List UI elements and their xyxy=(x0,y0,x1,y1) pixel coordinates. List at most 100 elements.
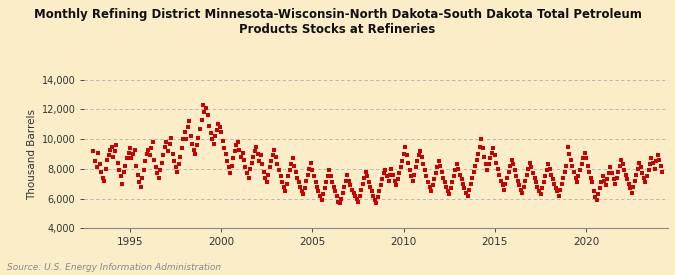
Point xyxy=(494,173,505,177)
Point xyxy=(351,196,362,201)
Point xyxy=(410,165,421,170)
Point xyxy=(625,186,636,190)
Point xyxy=(275,174,286,178)
Point xyxy=(192,143,202,147)
Point xyxy=(207,137,217,141)
Point xyxy=(338,190,348,195)
Point xyxy=(543,162,554,167)
Point xyxy=(155,168,166,172)
Point xyxy=(579,150,590,155)
Point xyxy=(261,180,272,185)
Point xyxy=(210,134,221,138)
Point xyxy=(381,174,392,178)
Point xyxy=(655,164,666,168)
Point xyxy=(213,122,223,127)
Point xyxy=(578,156,589,161)
Point xyxy=(541,168,552,172)
Point xyxy=(108,155,119,159)
Point xyxy=(289,164,300,168)
Point xyxy=(485,156,495,161)
Point xyxy=(523,167,534,171)
Point xyxy=(526,165,537,170)
Point xyxy=(243,175,254,180)
Point xyxy=(301,178,312,183)
Point xyxy=(570,175,581,180)
Point xyxy=(286,162,296,167)
Point xyxy=(208,141,219,146)
Point xyxy=(194,126,205,131)
Point xyxy=(284,168,295,172)
Point xyxy=(617,162,628,167)
Point xyxy=(516,188,526,192)
Point xyxy=(173,162,184,167)
Point xyxy=(200,106,211,110)
Point xyxy=(141,152,152,156)
Point xyxy=(99,178,109,183)
Point xyxy=(466,175,477,180)
Point xyxy=(630,178,641,183)
Point xyxy=(584,170,595,174)
Point xyxy=(181,137,192,141)
Point xyxy=(637,171,648,175)
Point xyxy=(132,173,143,177)
Point xyxy=(278,185,289,189)
Point xyxy=(193,136,204,140)
Point xyxy=(318,192,329,196)
Point xyxy=(107,144,117,149)
Point xyxy=(219,146,230,150)
Point xyxy=(427,183,438,187)
Point xyxy=(109,149,120,153)
Point xyxy=(313,189,324,193)
Point xyxy=(558,175,569,180)
Point xyxy=(483,162,494,167)
Point xyxy=(331,193,342,198)
Point xyxy=(92,150,103,155)
Point xyxy=(202,113,213,118)
Point xyxy=(436,170,447,174)
Point xyxy=(518,185,529,189)
Point xyxy=(412,159,423,164)
Point xyxy=(646,156,657,161)
Point xyxy=(129,147,140,152)
Point xyxy=(386,167,397,171)
Point xyxy=(430,171,441,175)
Point xyxy=(257,162,268,167)
Point xyxy=(182,125,193,130)
Point xyxy=(94,162,105,167)
Point xyxy=(591,198,602,202)
Point xyxy=(631,173,642,177)
Point xyxy=(488,146,499,150)
Point xyxy=(255,153,266,158)
Point xyxy=(612,175,622,180)
Point xyxy=(146,146,157,150)
Point xyxy=(373,195,383,199)
Point xyxy=(392,177,403,182)
Point xyxy=(350,193,360,198)
Point xyxy=(233,140,244,144)
Point xyxy=(458,182,468,186)
Point xyxy=(230,149,240,153)
Point xyxy=(398,152,409,156)
Point xyxy=(234,147,245,152)
Point xyxy=(319,186,330,190)
Point xyxy=(460,190,471,195)
Point xyxy=(562,144,573,149)
Point xyxy=(265,165,275,170)
Point xyxy=(88,149,99,153)
Point xyxy=(244,167,255,171)
Point xyxy=(614,164,625,168)
Point xyxy=(641,174,652,178)
Point xyxy=(433,159,444,164)
Point xyxy=(576,162,587,167)
Point xyxy=(329,185,340,189)
Point xyxy=(601,183,612,187)
Point xyxy=(246,161,257,165)
Point xyxy=(120,164,131,168)
Point xyxy=(360,170,371,174)
Point xyxy=(225,171,236,175)
Point xyxy=(479,155,490,159)
Point xyxy=(143,147,154,152)
Point xyxy=(634,161,645,165)
Point xyxy=(96,170,107,174)
Point xyxy=(165,136,176,140)
